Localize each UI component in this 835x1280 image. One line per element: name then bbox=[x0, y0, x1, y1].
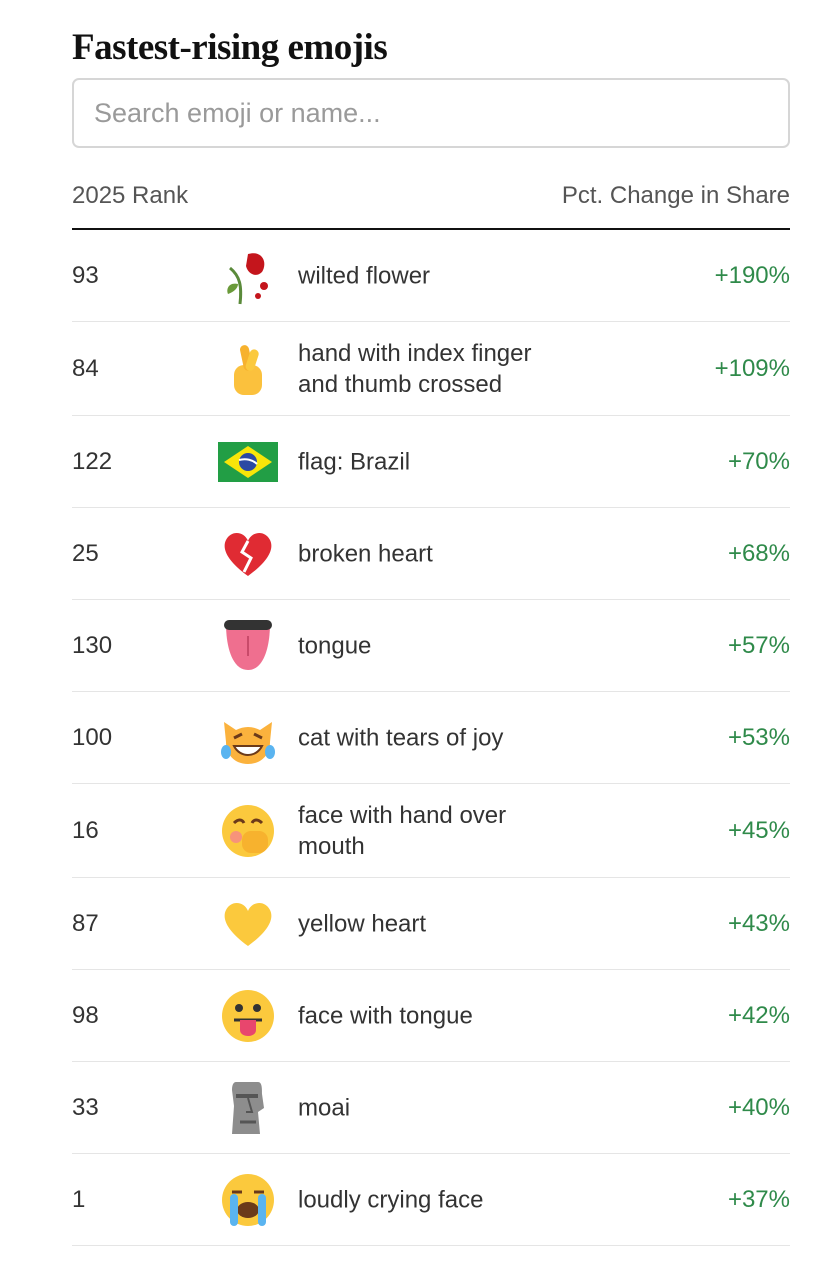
table-row: 87 yellow heart +43% bbox=[72, 878, 790, 970]
emoji-name: hand with index finger and thumb crossed bbox=[298, 339, 532, 398]
column-header: Pct. Change in Share bbox=[561, 182, 790, 209]
flag-globe bbox=[239, 452, 257, 471]
rank: 130 bbox=[72, 631, 113, 659]
emoji-name: face with hand over mouth bbox=[298, 801, 507, 860]
table-row: 1 loudly crying face +37% bbox=[72, 1154, 790, 1246]
rank: 122 bbox=[72, 447, 113, 475]
tear bbox=[265, 744, 275, 759]
thumb bbox=[245, 348, 259, 371]
bloom bbox=[246, 252, 265, 275]
table-row: 130 tongue +57% bbox=[72, 600, 790, 692]
emoji-icon bbox=[224, 532, 272, 576]
rank: 33 bbox=[72, 1093, 99, 1121]
emoji-name: yellow heart bbox=[298, 910, 427, 937]
leaf bbox=[227, 283, 238, 294]
flag-band bbox=[238, 457, 258, 465]
emoji-icon bbox=[222, 989, 274, 1042]
pct-change: +37% bbox=[727, 1185, 790, 1213]
emoji-name: tongue bbox=[298, 632, 372, 659]
emoji-name: wilted flower bbox=[298, 262, 431, 289]
emoji-name: loudly crying face bbox=[298, 1186, 484, 1213]
eye bbox=[253, 1003, 261, 1012]
pct-change: +42% bbox=[727, 1001, 790, 1029]
emoji-icon bbox=[232, 1081, 264, 1134]
cat-head bbox=[224, 721, 272, 764]
hand bbox=[234, 364, 262, 395]
title: Fastest-rising emojis bbox=[72, 27, 388, 68]
pct-change: +190% bbox=[714, 261, 790, 289]
column-header: 2025 Rank bbox=[72, 182, 189, 209]
tear bbox=[221, 744, 231, 759]
emoji-name: cat with tears of joy bbox=[298, 724, 504, 751]
table-row: 98 face with tongue +42% bbox=[72, 970, 790, 1062]
crack bbox=[240, 539, 253, 573]
moai bbox=[232, 1081, 264, 1134]
rank: 93 bbox=[72, 261, 99, 289]
cat-eyes bbox=[233, 732, 263, 739]
table-row: 84 hand with index finger and thumb cross… bbox=[72, 322, 790, 416]
nose bbox=[246, 1097, 254, 1113]
eye bbox=[235, 1003, 243, 1012]
rank: 98 bbox=[72, 1001, 99, 1029]
table-row: 100 cat with tears of joy +53% bbox=[72, 692, 790, 784]
emoji-name: moai bbox=[298, 1094, 351, 1121]
emoji-name: face with tongue bbox=[298, 1002, 473, 1029]
emoji-icon bbox=[224, 619, 272, 670]
header-rule bbox=[72, 228, 790, 230]
emoji-icon bbox=[224, 902, 272, 946]
emoji-icon bbox=[221, 721, 275, 764]
face bbox=[222, 989, 274, 1042]
petal bbox=[260, 281, 268, 290]
table-row: 122 flag: Brazil +70% bbox=[72, 416, 790, 508]
emoji-icon bbox=[222, 804, 274, 857]
emoji-icon bbox=[218, 441, 278, 482]
emoji-name: broken heart bbox=[298, 540, 433, 567]
tongue bbox=[240, 1019, 256, 1036]
pct-change: +45% bbox=[727, 816, 790, 844]
heart bbox=[224, 902, 272, 946]
pct-change: +40% bbox=[727, 1093, 790, 1121]
rank: 16 bbox=[72, 816, 99, 844]
table-body: 93 wilted flower +190% 84 hand with index fi… bbox=[72, 230, 790, 1246]
stem bbox=[229, 266, 243, 304]
pct-change: +43% bbox=[727, 909, 790, 937]
rank: 25 bbox=[72, 539, 99, 567]
petal bbox=[255, 292, 261, 299]
table-row: 25 broken heart +68% bbox=[72, 508, 790, 600]
hand bbox=[242, 830, 268, 853]
tear bbox=[230, 1193, 238, 1226]
emoji-name: flag: Brazil bbox=[298, 448, 411, 475]
emoji-icon bbox=[234, 344, 262, 395]
search-input[interactable] bbox=[72, 78, 790, 148]
rank: 84 bbox=[72, 354, 99, 382]
face bbox=[222, 1173, 274, 1226]
eyes bbox=[232, 818, 264, 824]
rank: 87 bbox=[72, 909, 99, 937]
table-row: 93 wilted flower +190% bbox=[72, 230, 790, 322]
pct-change: +57% bbox=[727, 631, 790, 659]
mouth bbox=[224, 619, 272, 630]
tear bbox=[258, 1193, 266, 1226]
pct-change: +109% bbox=[714, 354, 790, 382]
table-row: 33 moai +40% bbox=[72, 1062, 790, 1154]
mouth bbox=[237, 1201, 259, 1218]
emoji-icon bbox=[227, 252, 268, 304]
table-row: 16 face with hand over mouth +45% bbox=[72, 784, 790, 878]
cheek bbox=[230, 830, 242, 843]
pct-change: +70% bbox=[727, 447, 790, 475]
emoji-icon bbox=[222, 1173, 274, 1226]
rank: 100 bbox=[72, 723, 113, 751]
pct-change: +68% bbox=[727, 539, 790, 567]
cat-mouth bbox=[232, 744, 264, 756]
pct-change: +53% bbox=[727, 723, 790, 751]
rank: 1 bbox=[72, 1185, 86, 1213]
